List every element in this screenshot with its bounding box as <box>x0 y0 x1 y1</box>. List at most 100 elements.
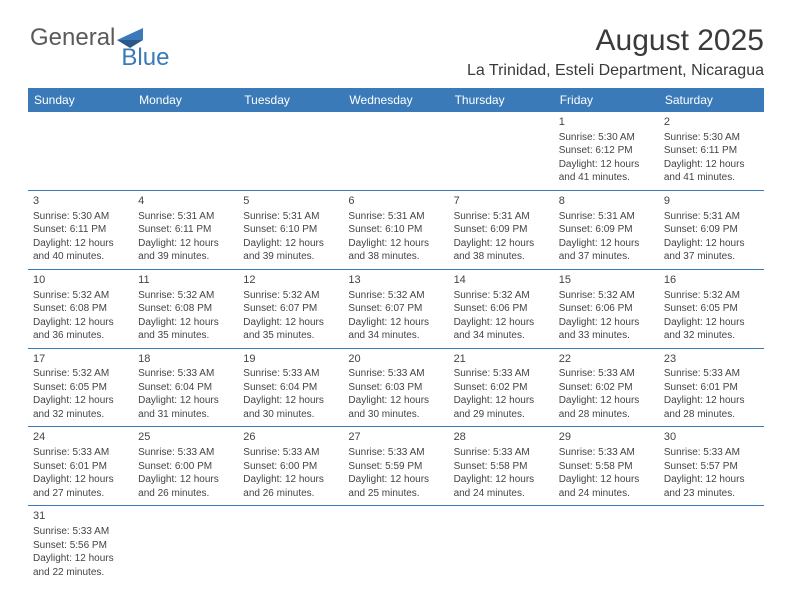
day-detail-line: Sunset: 6:09 PM <box>454 223 549 237</box>
day-detail-line: Sunset: 6:04 PM <box>138 381 233 395</box>
day-detail-line: Sunrise: 5:33 AM <box>33 446 128 460</box>
day-number: 31 <box>33 509 128 524</box>
day-detail-line: and 29 minutes. <box>454 408 549 422</box>
day-detail-line: and 28 minutes. <box>664 408 759 422</box>
day-detail-line: and 31 minutes. <box>138 408 233 422</box>
day-detail-line: and 23 minutes. <box>664 487 759 501</box>
day-detail-line: Sunrise: 5:31 AM <box>243 210 338 224</box>
day-cell: 19Sunrise: 5:33 AMSunset: 6:04 PMDayligh… <box>238 348 343 427</box>
day-cell: 6Sunrise: 5:31 AMSunset: 6:10 PMDaylight… <box>343 190 448 269</box>
day-cell <box>133 506 238 584</box>
day-detail-line: Daylight: 12 hours <box>33 552 128 566</box>
day-cell: 23Sunrise: 5:33 AMSunset: 6:01 PMDayligh… <box>659 348 764 427</box>
week-row: 24Sunrise: 5:33 AMSunset: 6:01 PMDayligh… <box>28 427 764 506</box>
calendar-table: Sunday Monday Tuesday Wednesday Thursday… <box>28 88 764 584</box>
day-number: 12 <box>243 273 338 288</box>
day-detail-line: Sunset: 6:03 PM <box>348 381 443 395</box>
day-detail-line: Daylight: 12 hours <box>33 473 128 487</box>
day-detail-line: and 41 minutes. <box>559 171 654 185</box>
header: General Blue August 2025 La Trinidad, Es… <box>28 24 764 80</box>
day-detail-line: Sunset: 6:06 PM <box>454 302 549 316</box>
day-detail-line: and 32 minutes. <box>664 329 759 343</box>
day-detail-line: Daylight: 12 hours <box>454 316 549 330</box>
day-detail-line: Sunset: 6:07 PM <box>243 302 338 316</box>
day-number: 8 <box>559 194 654 209</box>
day-header-mon: Monday <box>133 88 238 112</box>
day-detail-line: and 37 minutes. <box>559 250 654 264</box>
day-detail-line: Sunrise: 5:33 AM <box>559 446 654 460</box>
day-detail-line: Sunset: 6:11 PM <box>664 144 759 158</box>
day-detail-line: Daylight: 12 hours <box>33 394 128 408</box>
day-detail-line: Daylight: 12 hours <box>454 237 549 251</box>
day-detail-line: Sunrise: 5:33 AM <box>348 367 443 381</box>
day-detail-line: Sunset: 5:59 PM <box>348 460 443 474</box>
day-detail-line: Sunrise: 5:33 AM <box>559 367 654 381</box>
day-detail-line: Sunset: 6:10 PM <box>243 223 338 237</box>
day-detail-line: Daylight: 12 hours <box>664 158 759 172</box>
day-detail-line: Daylight: 12 hours <box>559 158 654 172</box>
day-cell: 21Sunrise: 5:33 AMSunset: 6:02 PMDayligh… <box>449 348 554 427</box>
day-detail-line: Sunrise: 5:32 AM <box>664 289 759 303</box>
day-detail-line: Sunrise: 5:33 AM <box>243 367 338 381</box>
week-row: 31Sunrise: 5:33 AMSunset: 5:56 PMDayligh… <box>28 506 764 584</box>
day-cell: 10Sunrise: 5:32 AMSunset: 6:08 PMDayligh… <box>28 269 133 348</box>
day-detail-line: Sunset: 6:05 PM <box>664 302 759 316</box>
day-number: 15 <box>559 273 654 288</box>
day-number: 11 <box>138 273 233 288</box>
day-detail-line: Sunset: 6:00 PM <box>138 460 233 474</box>
day-header-sat: Saturday <box>659 88 764 112</box>
day-number: 20 <box>348 352 443 367</box>
day-detail-line: Daylight: 12 hours <box>138 473 233 487</box>
day-detail-line: and 30 minutes. <box>348 408 443 422</box>
day-cell: 15Sunrise: 5:32 AMSunset: 6:06 PMDayligh… <box>554 269 659 348</box>
day-number: 29 <box>559 430 654 445</box>
day-number: 27 <box>348 430 443 445</box>
day-cell: 27Sunrise: 5:33 AMSunset: 5:59 PMDayligh… <box>343 427 448 506</box>
day-number: 26 <box>243 430 338 445</box>
day-cell: 16Sunrise: 5:32 AMSunset: 6:05 PMDayligh… <box>659 269 764 348</box>
day-cell <box>28 112 133 190</box>
day-cell: 8Sunrise: 5:31 AMSunset: 6:09 PMDaylight… <box>554 190 659 269</box>
day-detail-line: Sunset: 6:01 PM <box>664 381 759 395</box>
day-detail-line: Sunrise: 5:32 AM <box>559 289 654 303</box>
day-detail-line: Sunrise: 5:30 AM <box>664 131 759 145</box>
day-cell: 24Sunrise: 5:33 AMSunset: 6:01 PMDayligh… <box>28 427 133 506</box>
day-number: 17 <box>33 352 128 367</box>
day-detail-line: and 26 minutes. <box>138 487 233 501</box>
day-number: 13 <box>348 273 443 288</box>
day-header-thu: Thursday <box>449 88 554 112</box>
day-detail-line: Daylight: 12 hours <box>138 237 233 251</box>
day-detail-line: Daylight: 12 hours <box>243 237 338 251</box>
logo: General Blue <box>28 24 169 72</box>
day-detail-line: Sunset: 6:09 PM <box>559 223 654 237</box>
day-detail-line: Sunset: 6:00 PM <box>243 460 338 474</box>
day-detail-line: Sunset: 6:10 PM <box>348 223 443 237</box>
day-detail-line: and 30 minutes. <box>243 408 338 422</box>
day-detail-line: and 36 minutes. <box>33 329 128 343</box>
day-detail-line: Daylight: 12 hours <box>243 394 338 408</box>
day-cell: 25Sunrise: 5:33 AMSunset: 6:00 PMDayligh… <box>133 427 238 506</box>
day-cell: 7Sunrise: 5:31 AMSunset: 6:09 PMDaylight… <box>449 190 554 269</box>
day-detail-line: and 37 minutes. <box>664 250 759 264</box>
day-cell <box>133 112 238 190</box>
week-row: 1Sunrise: 5:30 AMSunset: 6:12 PMDaylight… <box>28 112 764 190</box>
day-number: 9 <box>664 194 759 209</box>
day-detail-line: and 33 minutes. <box>559 329 654 343</box>
day-detail-line: Sunset: 6:04 PM <box>243 381 338 395</box>
day-detail-line: and 34 minutes. <box>348 329 443 343</box>
day-cell: 4Sunrise: 5:31 AMSunset: 6:11 PMDaylight… <box>133 190 238 269</box>
location-label: La Trinidad, Esteli Department, Nicaragu… <box>467 62 764 80</box>
day-cell: 26Sunrise: 5:33 AMSunset: 6:00 PMDayligh… <box>238 427 343 506</box>
day-header-sun: Sunday <box>28 88 133 112</box>
day-detail-line: Sunrise: 5:32 AM <box>348 289 443 303</box>
day-number: 18 <box>138 352 233 367</box>
day-detail-line: Daylight: 12 hours <box>348 394 443 408</box>
day-cell: 30Sunrise: 5:33 AMSunset: 5:57 PMDayligh… <box>659 427 764 506</box>
day-detail-line: Daylight: 12 hours <box>664 316 759 330</box>
day-detail-line: Sunrise: 5:33 AM <box>664 446 759 460</box>
day-number: 23 <box>664 352 759 367</box>
day-detail-line: Daylight: 12 hours <box>348 473 443 487</box>
day-detail-line: and 22 minutes. <box>33 566 128 580</box>
day-number: 6 <box>348 194 443 209</box>
day-detail-line: Sunset: 6:07 PM <box>348 302 443 316</box>
